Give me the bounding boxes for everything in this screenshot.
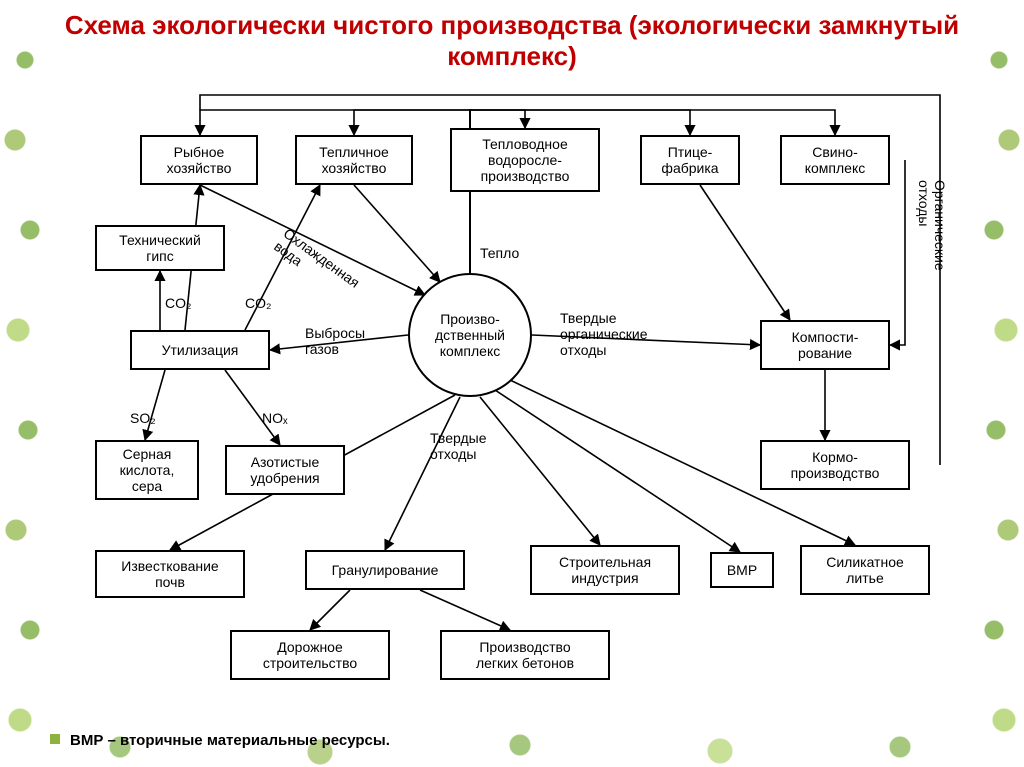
label-solidorg: Твердые органические отходы <box>560 310 648 358</box>
node-algae: Тепловодное водоросле- производство <box>450 128 600 192</box>
label-nox: NOₓ <box>262 410 288 426</box>
edge-granul-road <box>310 590 350 630</box>
label-orgwaste: Органические отходы <box>916 180 948 271</box>
node-poultry: Птице- фабрика <box>640 135 740 185</box>
label-heat: Тепло <box>480 245 519 261</box>
label-co2b: CO₂ <box>245 295 271 311</box>
edge-granul-lightconcr <box>420 590 510 630</box>
node-h2so4: Серная кислота, сера <box>95 440 199 500</box>
node-road: Дорожное строительство <box>230 630 390 680</box>
diagram-page: Схема экологически чистого производства … <box>0 0 1024 767</box>
label-gasout: Выбросы газов <box>305 325 365 357</box>
node-util: Утилизация <box>130 330 270 370</box>
edge-pig-compost <box>890 160 905 345</box>
node-greenhouse: Тепличное хозяйство <box>295 135 413 185</box>
edge-center-vmr <box>495 390 740 552</box>
edge-center-build <box>480 397 600 545</box>
node-compost: Компости- рование <box>760 320 890 370</box>
node-vmr: ВМР <box>710 552 774 588</box>
decoration-left <box>0 0 50 767</box>
node-gypsum: Технический гипс <box>95 225 225 271</box>
label-so2: SO₂ <box>130 410 156 426</box>
label-solidwaste: Твердые отходы <box>430 430 487 462</box>
decoration-right <box>974 0 1024 767</box>
edge-util-nfert <box>225 370 280 445</box>
node-center: Произво- дственный комплекс <box>408 273 532 397</box>
node-granul: Гранулирование <box>305 550 465 590</box>
footnote-text: ВМР – вторичные материальные ресурсы. <box>70 732 390 749</box>
edge-greenhouse-center <box>354 185 440 282</box>
footnote-bullet <box>50 734 60 744</box>
node-nfert: Азотистые удобрения <box>225 445 345 495</box>
node-pig: Свино- комплекс <box>780 135 890 185</box>
edge-center-granul <box>385 397 460 550</box>
edge-poultry-compost <box>700 185 790 320</box>
node-fish: Рыбное хозяйство <box>140 135 258 185</box>
node-lightconcr: Производство легких бетонов <box>440 630 610 680</box>
label-cool: Охлажденная вода <box>271 225 362 304</box>
node-feed: Кормо- производство <box>760 440 910 490</box>
label-co2a: CO₂ <box>165 295 191 311</box>
node-lime: Известкование почв <box>95 550 245 598</box>
node-build: Строительная индустрия <box>530 545 680 595</box>
edge-util-h2so4 <box>145 370 165 440</box>
node-silicate: Силикатное литье <box>800 545 930 595</box>
page-title: Схема экологически чистого производства … <box>0 10 1024 72</box>
